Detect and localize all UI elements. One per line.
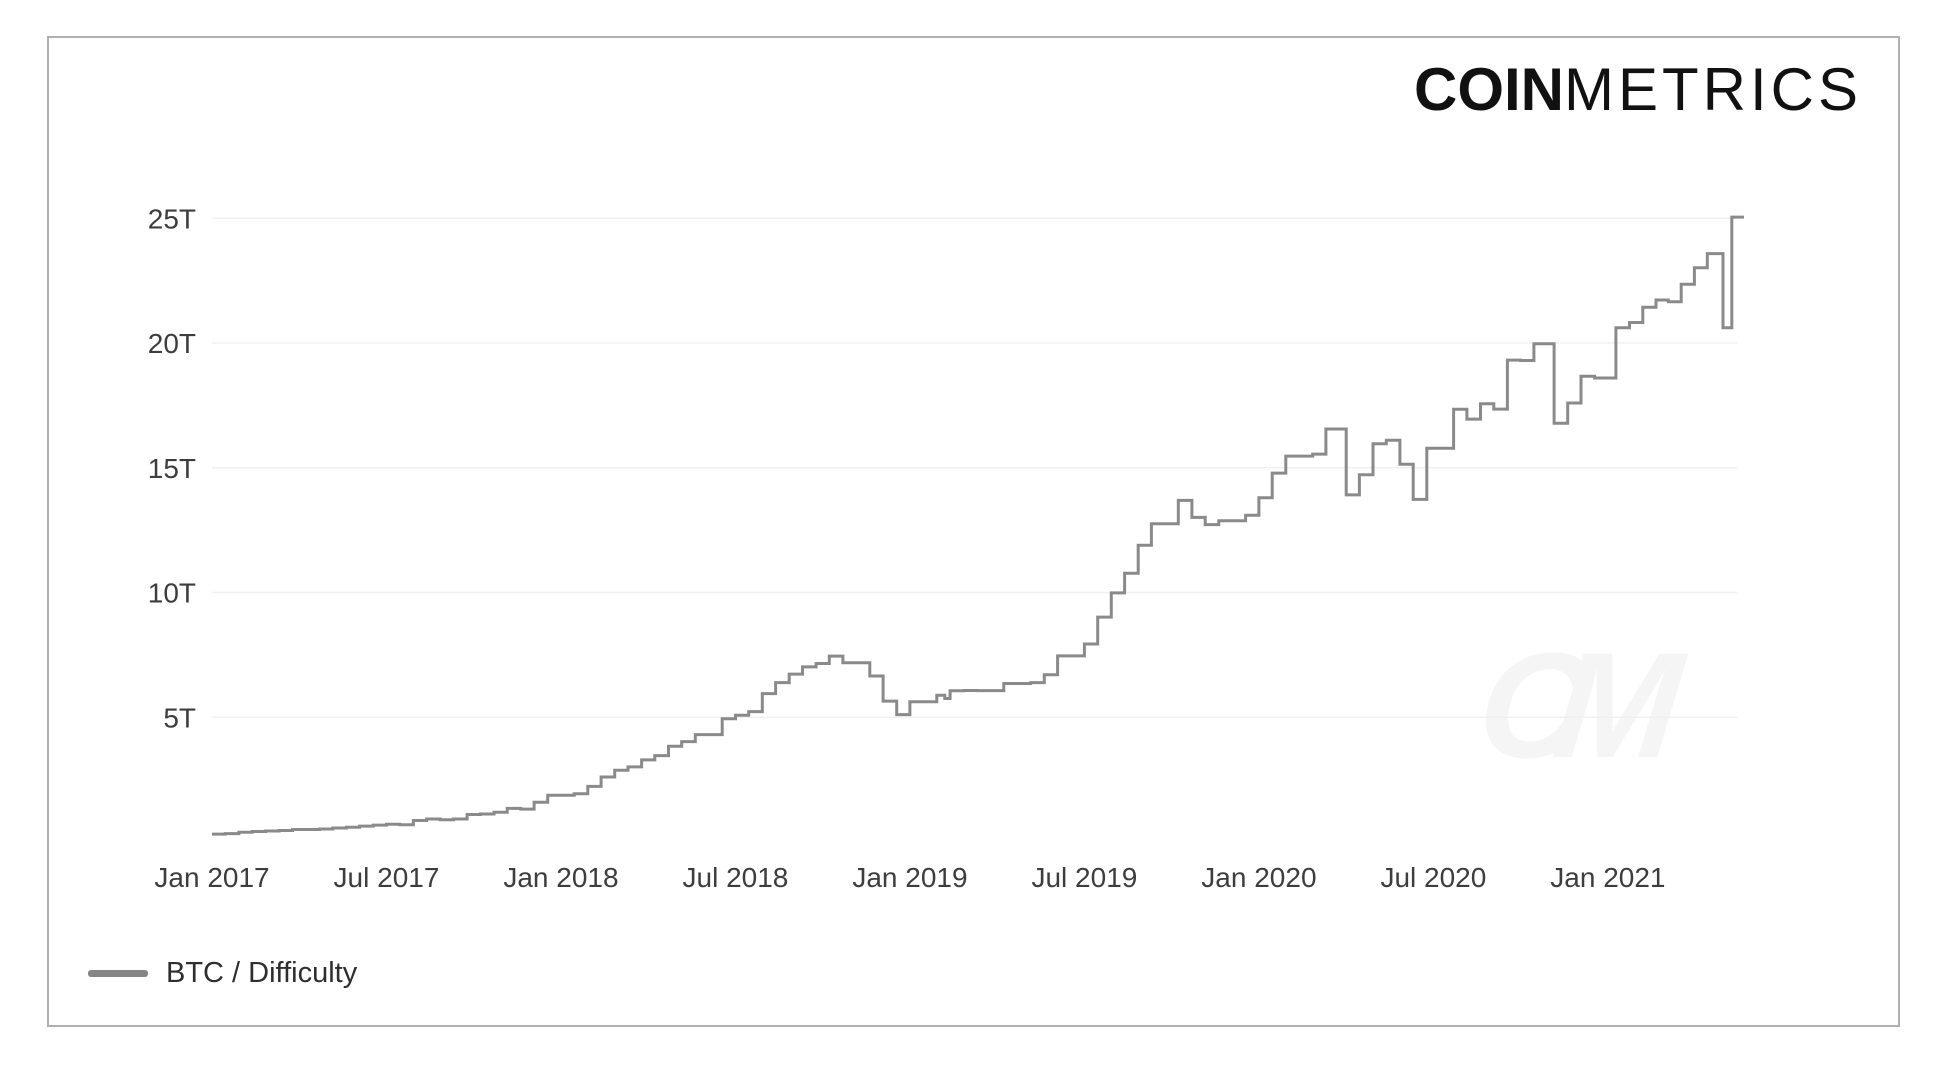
y-axis-labels: 5T 10T 15T 20T 25T <box>148 203 196 733</box>
logo-metrics-text: METRICS <box>1564 56 1862 123</box>
legend-label: BTC / Difficulty <box>166 956 358 989</box>
x-tick-Jul-2019: Jul 2019 <box>1031 862 1137 893</box>
x-tick-Jan-2020: Jan 2020 <box>1201 862 1316 893</box>
x-tick-Jul-2020: Jul 2020 <box>1380 862 1486 893</box>
logo-coin-text: COIN <box>1414 56 1564 123</box>
x-axis-labels: Jan 2017 Jul 2017 Jan 2018 Jul 2018 Jan 2019… <box>154 862 1665 893</box>
btc-difficulty-line <box>212 215 1744 836</box>
x-tick-Jul-2018: Jul 2018 <box>683 862 789 893</box>
y-tick-20T: 20T <box>148 328 196 359</box>
x-tick-Jul-2017: Jul 2017 <box>334 862 440 893</box>
y-gridlines <box>212 217 1737 718</box>
x-tick-Jan-2018: Jan 2018 <box>503 862 618 893</box>
y-tick-5T: 5T <box>163 702 196 733</box>
x-tick-Jan-2021: Jan 2021 <box>1550 862 1665 893</box>
y-tick-15T: 15T <box>148 453 196 484</box>
y-tick-25T: 25T <box>148 203 196 234</box>
legend-line-swatch <box>88 969 148 977</box>
y-tick-10T: 10T <box>148 578 196 609</box>
chart-card <box>47 36 1900 1027</box>
x-tick-Jan-2017: Jan 2017 <box>154 862 269 893</box>
coinmetrics-logo: COINMETRICS <box>1414 60 1862 120</box>
legend-item[interactable]: BTC / Difficulty <box>88 952 357 994</box>
x-tick-Jan-2019: Jan 2019 <box>852 862 967 893</box>
